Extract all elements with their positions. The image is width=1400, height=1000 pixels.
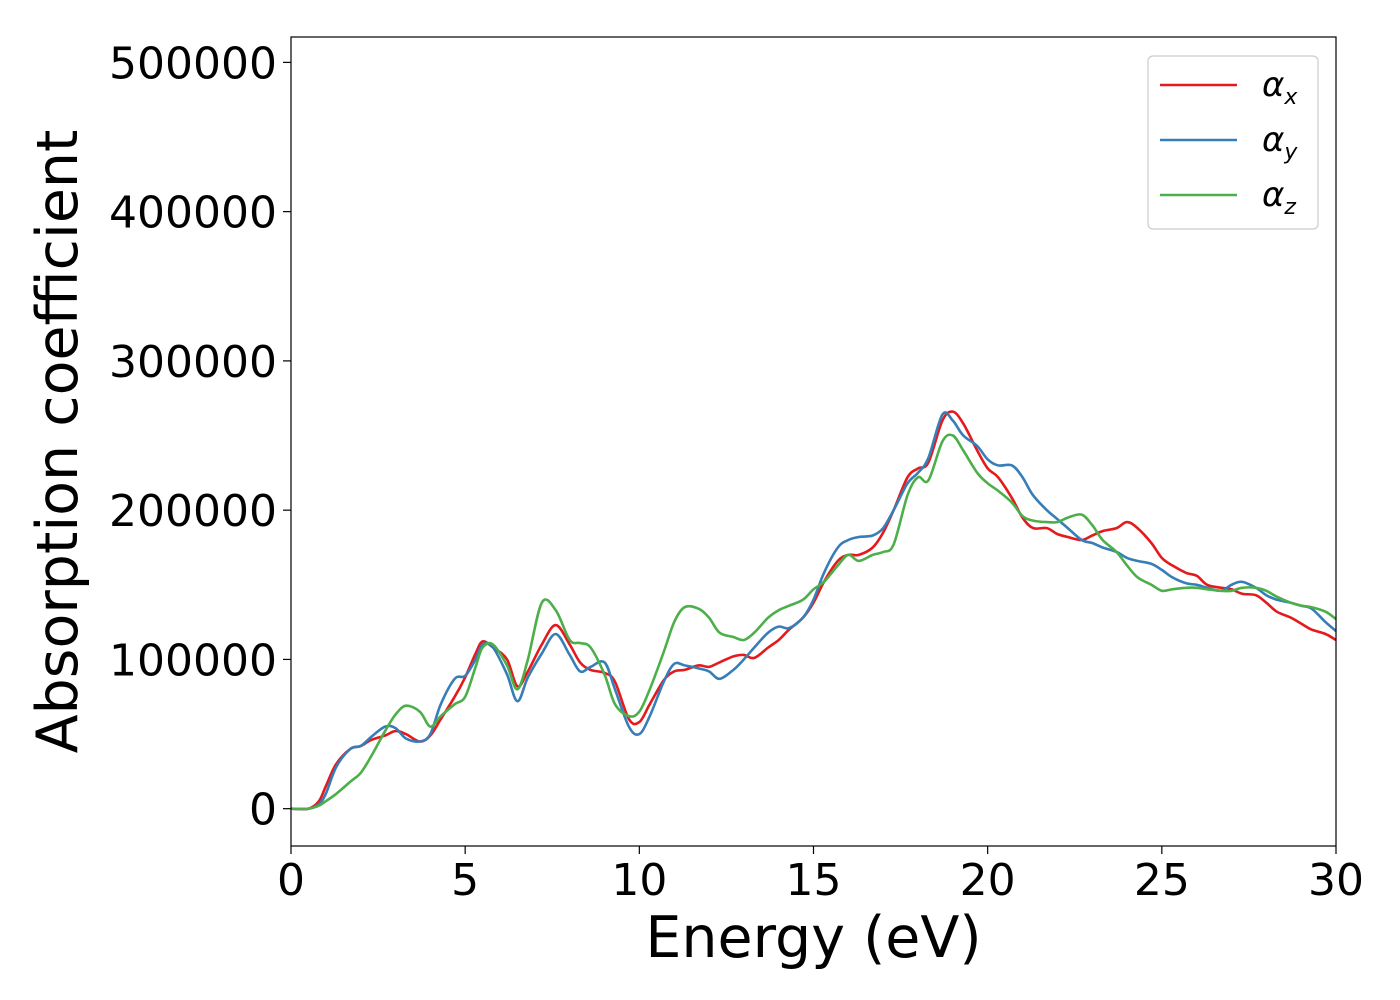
series-line-y [290,411,1337,811]
y-axis-ticks: 0 100000 200000 300000 400000 500000 [109,38,291,836]
y-tick-label: 0 [249,785,277,836]
y-tick-label: 200000 [109,486,277,537]
y-axis-title: Absorption coefficient [25,130,91,754]
x-tick-label: 0 [277,855,305,906]
series-layer [290,410,1337,811]
x-tick-label: 15 [786,855,842,906]
x-axis-title: Energy (eV) [645,905,981,971]
x-tick-label: 20 [960,855,1016,906]
legend-label-z: αz [1262,175,1296,220]
legend-label-x: αx [1262,65,1298,110]
x-tick-label: 10 [611,855,667,906]
x-tick-label: 25 [1134,855,1190,906]
legend-label-y: αy [1262,120,1298,165]
y-tick-label: 400000 [109,188,277,239]
y-tick-label: 500000 [109,38,277,89]
y-tick-label: 100000 [109,635,277,686]
series-line-z [290,433,1337,811]
x-axis-ticks: 0 5 10 15 20 25 30 [277,846,1364,906]
legend: αx αy αz [1147,55,1319,230]
x-tick-label: 5 [451,855,479,906]
x-tick-label: 30 [1308,855,1364,906]
y-tick-label: 300000 [109,337,277,388]
legend-box [1147,55,1319,230]
